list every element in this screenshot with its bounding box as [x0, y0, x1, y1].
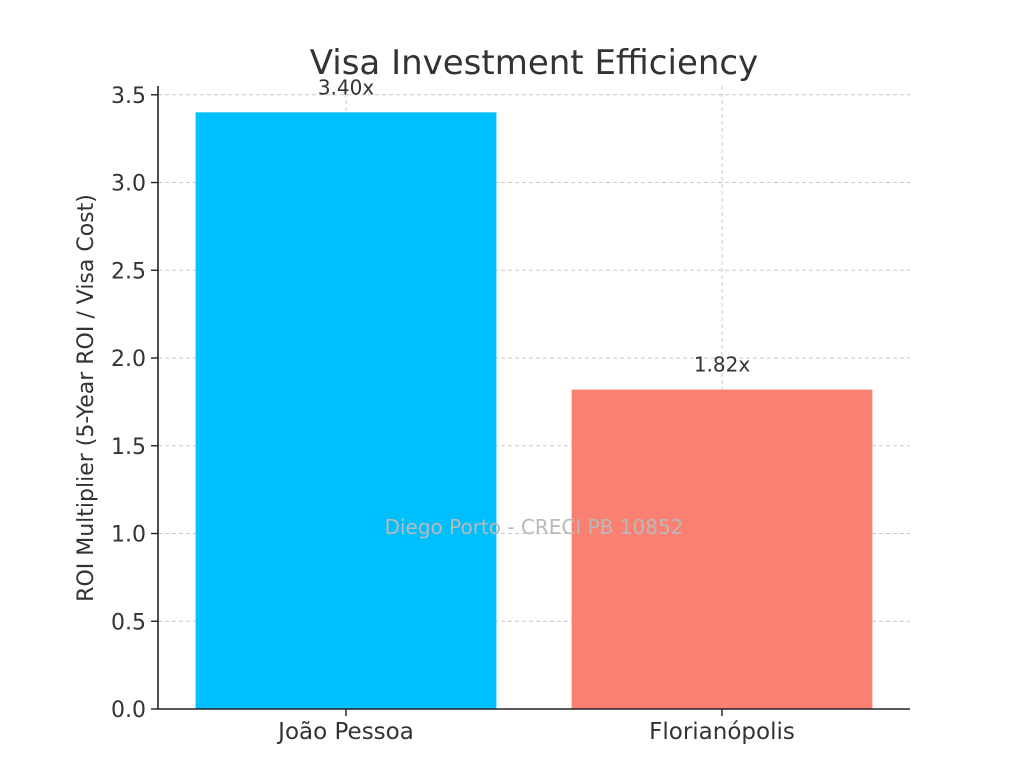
y-tick-label: 2.0: [111, 347, 146, 372]
bar: [571, 389, 873, 709]
bar: [195, 112, 497, 709]
x-tick-label: João Pessoa: [276, 719, 414, 745]
y-tick-label: 2.5: [111, 259, 146, 284]
data-label: 3.40x: [318, 75, 375, 99]
data-label: 1.82x: [694, 353, 751, 377]
watermark: Diego Porto - CRECI PB 10852: [385, 515, 684, 539]
y-axis-label: ROI Multiplier (5-Year ROI / Visa Cost): [74, 194, 99, 602]
labels: 0.0 0.5 1.0 1.5 2.0 2.5 3.0 3.5 João Pessoa Flori…: [111, 75, 795, 745]
y-tick-label: 0.5: [111, 610, 146, 635]
chart-title: Visa Investment Efficiency: [310, 43, 758, 83]
y-tick-label: 1.0: [111, 523, 146, 548]
bars: [195, 112, 873, 709]
y-tick-label: 3.5: [111, 84, 146, 109]
axes: [151, 86, 910, 716]
y-tick-label: 0.0: [111, 698, 146, 723]
y-tick-label: 1.5: [111, 435, 146, 460]
x-tick-label: Florianópolis: [649, 719, 795, 745]
y-tick-label: 3.0: [111, 172, 146, 197]
